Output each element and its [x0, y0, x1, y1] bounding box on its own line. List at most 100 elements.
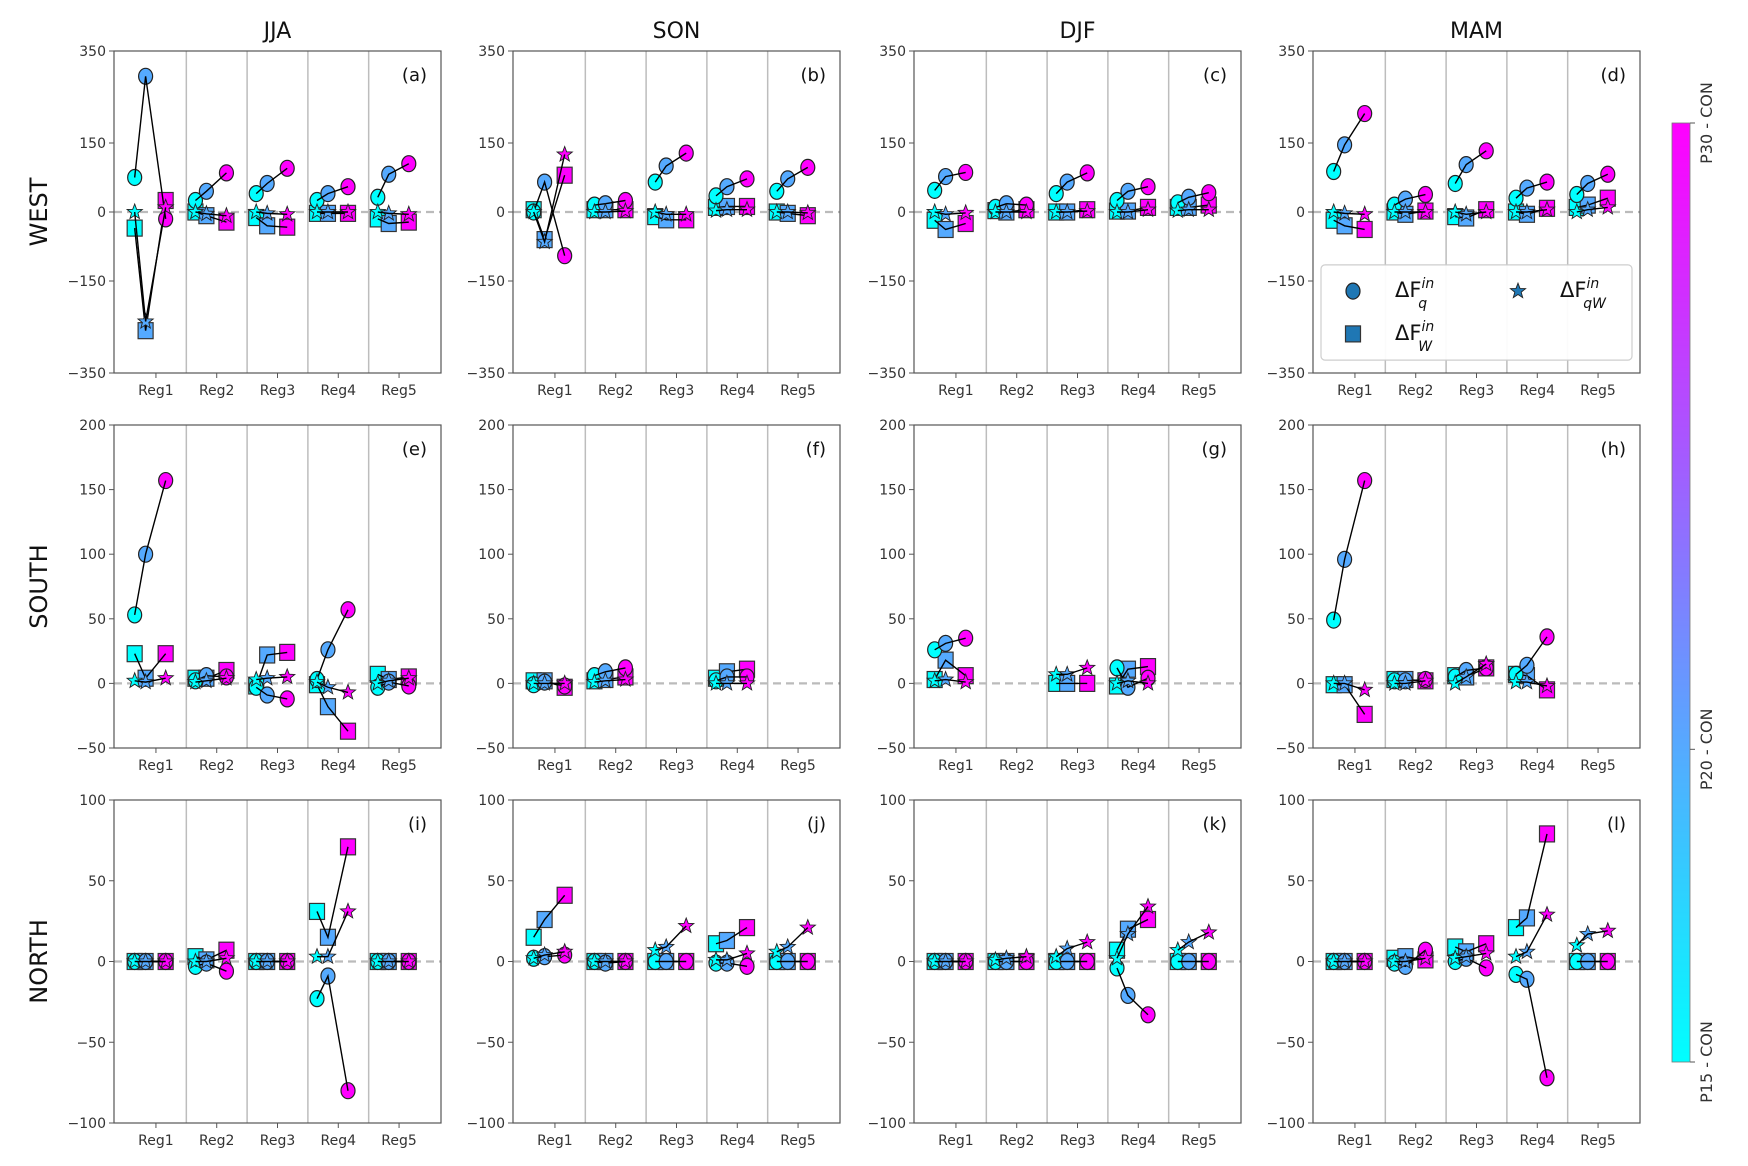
column-title-jja: JJA: [262, 19, 292, 44]
x-tick-label: Reg3: [659, 758, 695, 774]
y-tick-label: 100: [879, 793, 906, 809]
series-line-qW: [1056, 667, 1088, 676]
x-tick-label: Reg2: [1398, 758, 1434, 774]
marker-qW-reg4-exp2: [339, 683, 357, 700]
marker-qW-reg3-exp0: [1446, 202, 1465, 220]
y-tick-label: 0: [897, 955, 906, 971]
y-tick-label: 50: [487, 612, 505, 628]
y-tick-label: −50: [76, 1035, 106, 1051]
data-marks: [125, 471, 418, 740]
y-tick-label: 100: [478, 793, 505, 809]
x-tick-label: Reg1: [938, 383, 974, 399]
marker-qW-reg4-exp1: [718, 200, 736, 218]
marker-qW-reg3-exp2: [1078, 658, 1097, 676]
x-tick-label: Reg5: [1580, 383, 1616, 399]
series-line-q: [1515, 973, 1548, 1078]
marker-qW-reg1-exp0: [1324, 202, 1343, 220]
marker-qW-reg3-exp1: [1058, 202, 1077, 220]
legend-star-icon: [1509, 281, 1527, 299]
marker-qW-reg2-exp2: [1017, 202, 1036, 220]
series-line-qW: [1455, 952, 1487, 959]
x-tick-label: Reg2: [598, 383, 634, 399]
x-tick-label: Reg3: [260, 383, 296, 399]
axes-frame: [913, 424, 1242, 749]
y-tick-label: 50: [888, 612, 906, 628]
marker-qW-reg1-exp2: [156, 668, 175, 686]
y-tick-label: −50: [76, 741, 106, 757]
series-line-qW: [1394, 957, 1426, 963]
series-line-qW: [1116, 906, 1149, 959]
y-tick-label: 200: [1278, 418, 1305, 434]
column-title-djf: DJF: [1059, 19, 1095, 44]
series-line-q: [654, 152, 687, 183]
x-tick-label: Reg5: [780, 1133, 816, 1149]
y-tick-label: −150: [1267, 274, 1305, 290]
y-tick-label: 50: [487, 874, 505, 890]
marker-qW-reg3-exp2: [1078, 932, 1097, 950]
y-tick-label: 0: [897, 205, 906, 221]
marker-qW-reg2-exp1: [997, 949, 1016, 966]
marker-qW-reg4-exp1: [1518, 672, 1536, 690]
series-line-W: [316, 846, 349, 940]
series-line-q: [1454, 150, 1487, 184]
y-tick-label: 50: [1287, 612, 1305, 628]
series-line-q: [255, 686, 288, 700]
series-line-qW: [1055, 941, 1088, 958]
marker-qW-reg4-exp2: [1538, 676, 1556, 694]
series-line-q: [1332, 480, 1366, 621]
x-tick-label: Reg2: [199, 383, 235, 399]
y-tick-label: 100: [478, 547, 505, 563]
panel-label: (g): [1202, 439, 1227, 460]
series-line-W: [1333, 219, 1365, 231]
data-marks: [925, 629, 1157, 696]
panel-l: 100 50 0 −50 −100 Reg1 Reg2 Reg3 Reg4 Reg5 (l): [1267, 793, 1641, 1149]
marker-qW-reg2-exp2: [616, 952, 635, 970]
y-tick-label: −50: [876, 741, 906, 757]
colorbar-label: P20 - CON: [1697, 708, 1716, 790]
x-tick-label: Reg3: [659, 383, 695, 399]
marker-qW-reg2-exp2: [217, 206, 236, 224]
marker-qW-reg3-exp2: [278, 667, 297, 685]
y-tick-label: 0: [897, 676, 906, 692]
x-tick-label: Reg4: [1520, 1133, 1556, 1149]
series-line-W: [255, 216, 288, 228]
series-line-q: [1333, 113, 1366, 172]
y-tick-label: 0: [1296, 955, 1305, 971]
series-line-q: [1177, 191, 1209, 204]
marker-qW-reg3-exp1: [1457, 204, 1476, 222]
marker-qW-reg5-exp2: [798, 203, 817, 221]
series-line-qW: [256, 211, 288, 215]
marker-qW-reg2-exp1: [1396, 202, 1415, 220]
x-tick-label: Reg1: [938, 1133, 974, 1149]
series-line-q: [316, 973, 349, 1091]
marker-qW-reg4-exp2: [1538, 905, 1556, 923]
marker-qW-reg3-exp2: [1078, 201, 1097, 219]
marker-qW-reg5-exp2: [399, 952, 418, 970]
x-tick-label: Reg5: [1181, 758, 1217, 774]
x-tick-label: Reg1: [138, 758, 174, 774]
series-line-qW: [594, 678, 626, 683]
series-line-qW: [594, 210, 626, 213]
marker-qW-reg3-exp2: [677, 205, 696, 222]
y-tick-label: −50: [1275, 1035, 1305, 1051]
marker-qW-reg2-exp2: [217, 948, 236, 966]
marker-qW-reg2-exp1: [197, 204, 216, 222]
marker-qW-reg3-exp1: [258, 204, 277, 221]
marker-qW-reg3-exp2: [1477, 944, 1496, 961]
x-tick-label: Reg1: [537, 758, 573, 774]
x-tick-label: Reg5: [1181, 383, 1217, 399]
series-line-W: [715, 926, 748, 945]
series-line-q: [1576, 173, 1609, 196]
marker-qW-reg3-exp0: [247, 202, 266, 220]
y-tick-label: 350: [79, 44, 106, 60]
y-tick-label: 50: [88, 874, 106, 890]
y-tick-label: −350: [68, 366, 106, 382]
series-line-qW: [133, 207, 167, 322]
marker-qW-reg1-exp1: [936, 205, 955, 222]
x-tick-label: Reg3: [659, 1133, 695, 1149]
marker-qW-reg2-exp2: [1416, 948, 1435, 966]
data-marks: [925, 897, 1218, 1024]
legend-label-q: ΔFin q: [1395, 276, 1434, 312]
series-line-qW: [134, 677, 166, 683]
